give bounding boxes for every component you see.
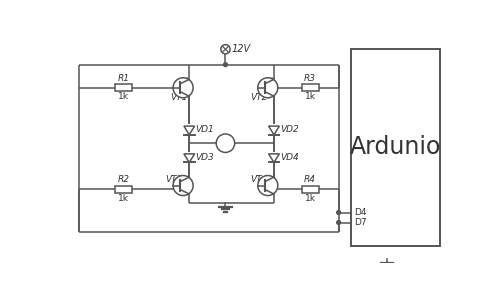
Text: 1k: 1k bbox=[118, 92, 130, 101]
Text: R1: R1 bbox=[118, 74, 130, 83]
Text: VD4: VD4 bbox=[280, 153, 299, 162]
Bar bbox=[302, 186, 318, 193]
Polygon shape bbox=[268, 126, 280, 135]
Text: VT1: VT1 bbox=[170, 93, 188, 101]
Text: 12V: 12V bbox=[232, 44, 250, 54]
Text: VT4: VT4 bbox=[250, 175, 268, 184]
Bar bbox=[351, 49, 440, 246]
Text: R2: R2 bbox=[118, 176, 130, 184]
Bar bbox=[302, 84, 318, 91]
Bar bbox=[116, 84, 132, 91]
Text: D7: D7 bbox=[354, 218, 366, 227]
Text: R4: R4 bbox=[304, 176, 316, 184]
Bar bbox=[116, 186, 132, 193]
Text: 1k: 1k bbox=[304, 92, 316, 101]
Circle shape bbox=[258, 78, 278, 98]
Text: Ardunio: Ardunio bbox=[350, 135, 441, 159]
Text: VT2: VT2 bbox=[250, 93, 268, 101]
Text: 1k: 1k bbox=[304, 194, 316, 203]
Circle shape bbox=[224, 63, 228, 67]
Polygon shape bbox=[268, 154, 280, 163]
Text: VD2: VD2 bbox=[280, 125, 299, 134]
Text: 1k: 1k bbox=[118, 194, 130, 203]
Circle shape bbox=[336, 221, 340, 224]
Text: R3: R3 bbox=[304, 74, 316, 83]
Circle shape bbox=[221, 45, 230, 54]
Text: VT3: VT3 bbox=[166, 175, 183, 184]
Polygon shape bbox=[184, 154, 194, 163]
Circle shape bbox=[336, 211, 340, 214]
Text: VD3: VD3 bbox=[196, 153, 214, 162]
Text: D4: D4 bbox=[354, 208, 366, 217]
Circle shape bbox=[258, 176, 278, 196]
Text: VD1: VD1 bbox=[196, 125, 214, 134]
Circle shape bbox=[173, 78, 193, 98]
Circle shape bbox=[216, 134, 234, 153]
Circle shape bbox=[173, 176, 193, 196]
Text: M: M bbox=[220, 137, 231, 150]
Polygon shape bbox=[184, 126, 194, 135]
